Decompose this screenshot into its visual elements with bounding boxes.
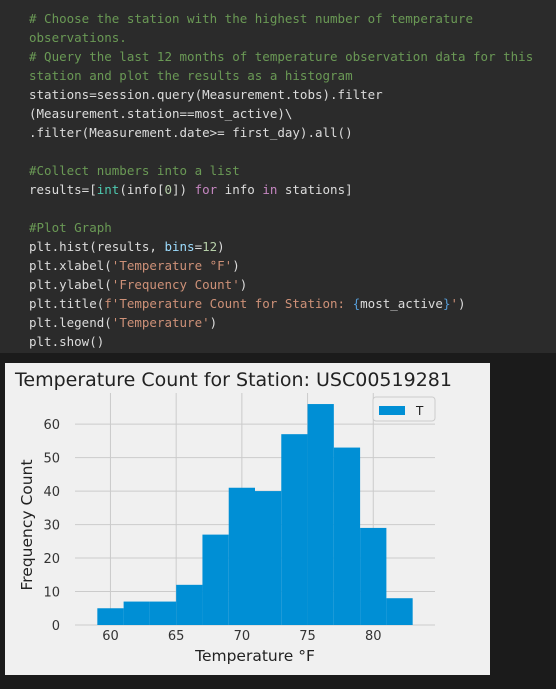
x-tick-label: 70 [234, 629, 251, 644]
code-text: plt.ylabel( [29, 277, 112, 292]
code-comment: station and plot the results as a histog… [29, 68, 353, 83]
legend-label: T [415, 404, 424, 418]
code-text: ) [239, 277, 248, 292]
histogram-bars [97, 404, 413, 625]
x-axis-label: Temperature °F [194, 647, 315, 665]
code-text: plt.title( [29, 296, 105, 311]
histogram-chart: Temperature Count for Station: USC005192… [14, 369, 452, 665]
code-text: plt.show() [29, 334, 105, 349]
histogram-bar [97, 608, 124, 625]
histogram-bar [176, 584, 203, 625]
code-text: plt.legend( [29, 315, 112, 330]
code-editor[interactable]: # Choose the station with the highest nu… [29, 9, 533, 351]
code-text: plt.xlabel( [29, 258, 112, 273]
histogram-bar [360, 527, 387, 625]
y-tick-label: 0 [52, 619, 60, 634]
legend-swatch [379, 406, 405, 415]
histogram-bar [307, 404, 334, 625]
histogram-bar [255, 491, 282, 625]
code-text: = [194, 239, 203, 254]
code-text: ) [458, 296, 466, 311]
chart-legend: T [372, 396, 436, 422]
histogram-bar [386, 598, 413, 625]
code-text: results=[ [29, 182, 97, 197]
histogram-bar [228, 487, 255, 625]
y-tick-label: 30 [43, 519, 60, 534]
code-string: 'Frequency Count' [111, 277, 240, 292]
code-text: ]) [172, 182, 195, 197]
histogram-bar [333, 447, 361, 625]
code-string: 'Temperature °F' [111, 258, 233, 273]
x-tick-label: 60 [102, 629, 119, 644]
code-text: (Measurement.station==most_active)\ [29, 106, 293, 121]
code-brace: } [442, 296, 451, 311]
histogram-bar [149, 601, 177, 625]
x-tick-labels: 60 65 70 75 80 [102, 629, 381, 644]
code-comment: # Choose the station with the highest nu… [29, 11, 474, 26]
y-tick-label: 10 [43, 586, 60, 601]
code-number: 0 [164, 182, 172, 197]
histogram-bar [202, 534, 229, 625]
code-text: (info[ [119, 182, 165, 197]
code-text: stations] [277, 182, 353, 197]
code-keyword: for [194, 182, 218, 197]
code-comment: #Collect numbers into a list [29, 163, 240, 178]
histogram-bar [123, 601, 150, 625]
code-comment: observations. [29, 30, 127, 45]
code-comment: #Plot Graph [29, 220, 112, 235]
code-builtin: int [96, 182, 120, 197]
y-tick-label: 40 [43, 485, 60, 500]
y-tick-labels: 0 10 20 30 40 50 60 [43, 418, 60, 634]
code-text: plt.hist(results, [29, 239, 165, 254]
code-string: f'Temperature Count for Station: [104, 296, 353, 311]
code-keyword: in [262, 182, 278, 197]
code-cell[interactable]: # Choose the station with the highest nu… [0, 0, 556, 353]
code-text: .filter(Measurement.date>= first_day).al… [29, 125, 353, 140]
x-tick-label: 80 [365, 629, 382, 644]
code-brace: { [352, 296, 361, 311]
x-tick-label: 65 [168, 629, 185, 644]
code-number: 12 [202, 239, 218, 254]
code-string: ' [450, 296, 459, 311]
code-text: info [217, 182, 263, 197]
code-comment: # Query the last 12 months of temperatur… [29, 49, 534, 64]
y-axis-label: Frequency Count [18, 459, 36, 590]
cell-output: Temperature Count for Station: USC005192… [5, 363, 490, 675]
chart-title: Temperature Count for Station: USC005192… [14, 369, 452, 391]
x-tick-label: 75 [299, 629, 316, 644]
code-text: ) [217, 239, 225, 254]
code-text: stations=session.query(Measurement.tobs)… [29, 87, 383, 102]
code-text: most_active [360, 296, 443, 311]
code-text: ) [232, 258, 240, 273]
y-tick-label: 20 [43, 552, 60, 567]
y-tick-label: 50 [43, 452, 60, 467]
code-string: 'Temperature' [111, 315, 210, 330]
histogram-bar [281, 434, 308, 625]
y-tick-label: 60 [43, 418, 60, 433]
code-text: ) [209, 315, 218, 330]
code-param: bins [164, 239, 195, 254]
